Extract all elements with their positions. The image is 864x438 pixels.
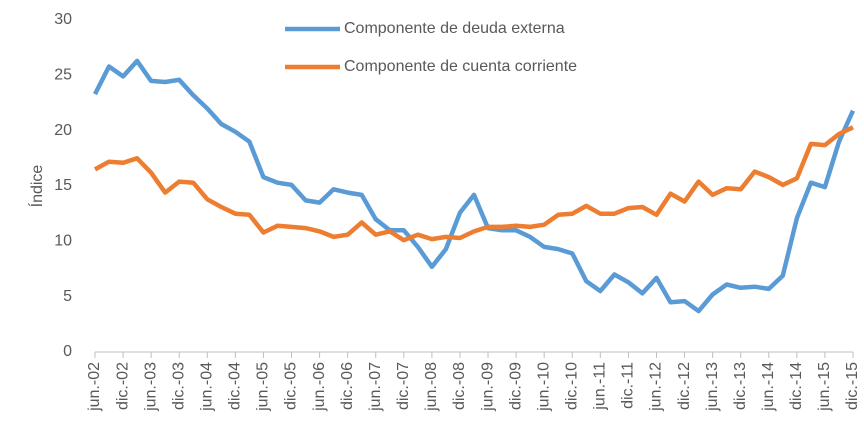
y-tick-label: 25 bbox=[54, 67, 72, 84]
y-tick-label: 20 bbox=[54, 122, 72, 139]
x-tick-label: dic.-08 bbox=[451, 362, 468, 410]
x-tick-label: dic.-15 bbox=[844, 362, 861, 410]
x-tick-label: dic.-07 bbox=[395, 362, 412, 410]
y-tick-label: 10 bbox=[54, 233, 72, 250]
x-tick-label: dic.-12 bbox=[676, 362, 693, 410]
x-tick-label: dic.-06 bbox=[339, 362, 356, 410]
line-series bbox=[92, 58, 856, 314]
x-tick-label: dic.-04 bbox=[227, 362, 244, 410]
x-tick-label: jun.-12 bbox=[648, 362, 665, 412]
x-tick-label: jun.-09 bbox=[479, 362, 496, 412]
y-tick-label: 0 bbox=[63, 343, 72, 360]
x-tick-label: jun.-02 bbox=[86, 362, 103, 412]
x-tick-label: dic.-13 bbox=[732, 362, 749, 410]
x-tick-label: jun.-08 bbox=[423, 362, 440, 412]
x-tick-label: jun.-14 bbox=[760, 362, 777, 412]
legend-label: Componente de deuda externa bbox=[344, 20, 565, 37]
x-tick-label: dic.-02 bbox=[114, 362, 131, 410]
line-series bbox=[93, 125, 854, 243]
x-tick-label: dic.-14 bbox=[788, 362, 805, 410]
x-tick-label: jun.-10 bbox=[535, 362, 552, 412]
x-tick-label: dic.-11 bbox=[620, 362, 637, 409]
y-axis-label: Índice bbox=[27, 165, 46, 208]
x-tick-label: dic.-09 bbox=[507, 362, 524, 410]
x-tick-label: jun.-04 bbox=[199, 362, 216, 412]
y-tick-label: 15 bbox=[54, 177, 72, 194]
legend-label: Componente de cuenta corriente bbox=[344, 58, 577, 75]
x-tick-label: dic.-10 bbox=[563, 362, 580, 410]
x-tick-label: jun.-15 bbox=[816, 362, 833, 412]
x-tick-label: dic.-05 bbox=[283, 362, 300, 410]
x-tick-label: jun.-11 bbox=[592, 362, 609, 411]
x-tick-label: jun.-06 bbox=[311, 362, 328, 412]
x-tick-label: dic.-03 bbox=[170, 362, 187, 410]
y-tick-label: 30 bbox=[54, 11, 72, 28]
x-tick-label: jun.-07 bbox=[367, 362, 384, 412]
x-tick-label: jun.-03 bbox=[142, 362, 159, 412]
x-tick-label: jun.-13 bbox=[704, 362, 721, 412]
x-tick-label: jun.-05 bbox=[255, 362, 272, 412]
y-tick-label: 5 bbox=[63, 288, 72, 305]
